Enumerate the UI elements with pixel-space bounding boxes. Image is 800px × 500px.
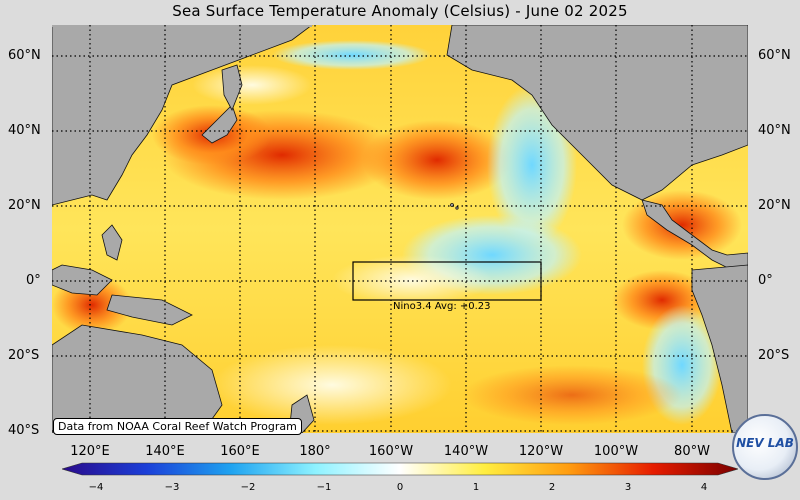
colorbar-tick: 3 — [624, 482, 632, 493]
land-masses — [52, 25, 748, 433]
lat-label-right-eq: 0° — [758, 273, 773, 288]
lat-label-left-eq: 0° — [26, 273, 41, 288]
map-title: Sea Surface Temperature Anomaly (Celsius… — [172, 2, 628, 20]
lon-label-100w: 100°W — [593, 444, 639, 459]
lat-label-left-40s: 40°S — [8, 423, 40, 438]
nev-lab-logo: NEV LAB — [732, 414, 798, 480]
nino34-average-label: Nino3.4 Avg: +0.23 — [393, 301, 491, 312]
colorbar-tick: 4 — [700, 482, 708, 493]
colorbar-gradient — [62, 462, 738, 476]
lat-label-right-60n: 60°N — [758, 48, 791, 63]
lat-label-left-20s: 20°S — [8, 348, 40, 363]
colorbar-tick: −4 — [88, 482, 104, 493]
nino34-box — [352, 261, 542, 301]
lat-label-left-40n: 40°N — [8, 123, 41, 138]
lat-label-right-20s: 20°S — [758, 348, 790, 363]
lon-label-120w: 120°W — [518, 444, 564, 459]
sst-anomaly-map — [52, 25, 748, 433]
colorbar-tick: −3 — [164, 482, 180, 493]
colorbar-tick: 0 — [396, 482, 404, 493]
lon-label-160e: 160°E — [220, 444, 260, 459]
colorbar — [62, 462, 738, 476]
data-source-note: Data from NOAA Coral Reef Watch Program — [53, 418, 302, 435]
colorbar-tick: −2 — [240, 482, 256, 493]
colorbar-tick: 1 — [472, 482, 480, 493]
logo-text: NEV LAB — [736, 436, 794, 450]
map-canvas — [52, 25, 748, 433]
lat-label-left-60n: 60°N — [8, 48, 41, 63]
lat-label-right-40n: 40°N — [758, 123, 791, 138]
lon-label-180: 180° — [299, 444, 331, 459]
colorbar-tick: 2 — [548, 482, 556, 493]
lon-label-120e: 120°E — [70, 444, 110, 459]
lat-label-left-20n: 20°N — [8, 198, 41, 213]
lon-label-80w: 80°W — [674, 444, 710, 459]
lon-label-140w: 140°W — [443, 444, 489, 459]
colorbar-tick: −1 — [316, 482, 332, 493]
lon-label-140e: 140°E — [145, 444, 185, 459]
graticule — [52, 25, 748, 433]
lon-label-160w: 160°W — [368, 444, 414, 459]
lat-label-right-20n: 20°N — [758, 198, 791, 213]
